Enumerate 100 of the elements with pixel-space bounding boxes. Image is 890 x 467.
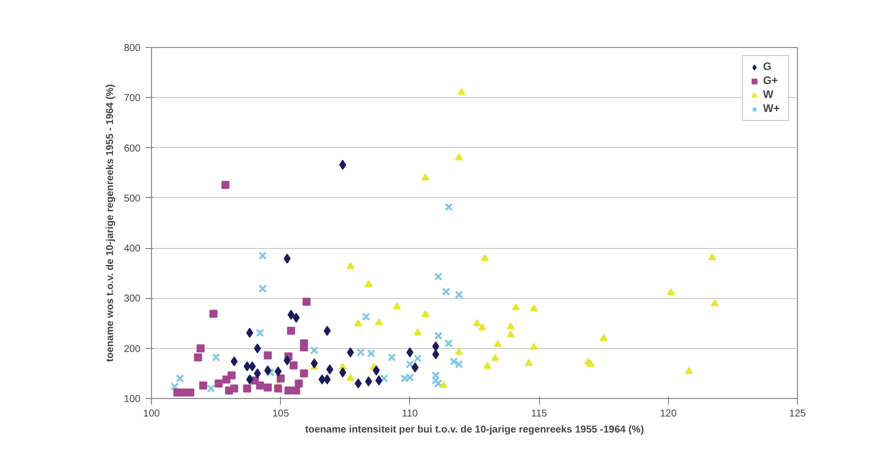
point [248,361,256,372]
point [454,290,464,299]
point [222,375,230,384]
point [300,369,308,378]
point [284,386,292,394]
point [324,374,331,384]
point [458,88,466,96]
point [254,368,261,378]
point [310,358,318,368]
point [710,299,719,306]
y-tick-label: 100 [124,394,141,405]
point [380,374,388,383]
point [214,379,223,388]
point [196,344,205,352]
point [290,361,298,370]
point [310,346,318,355]
legend-label: G+ [763,75,779,87]
point [246,328,254,338]
point [346,262,354,270]
point [246,374,254,384]
x-tick-label: 125 [789,408,806,420]
point [375,375,382,386]
x-tick-label: 115 [531,408,548,420]
point [530,342,538,350]
point [392,302,401,310]
point [478,323,486,330]
point [432,371,440,380]
point [199,381,208,390]
point [324,326,331,336]
point [406,347,414,358]
point [256,328,264,337]
point [413,354,422,363]
point [480,254,489,262]
y-axis-title: toename wos t.o.v. de 10-jarige regenreeks 1955 - 1964 (%) [104,84,116,362]
point [284,355,291,366]
point [421,310,430,318]
y-tick-label: 300 [124,294,141,305]
point [264,351,272,360]
point [346,347,354,358]
point [365,376,372,386]
point [212,353,220,362]
point [243,384,252,392]
point [524,358,533,366]
point [442,288,450,296]
y-tick-label: 500 [124,193,141,204]
point [444,339,453,348]
point [354,319,362,326]
point [284,254,291,264]
point [294,379,303,388]
point [264,383,272,392]
point [288,310,295,320]
point [432,341,440,352]
point [339,160,346,170]
point [372,365,380,376]
point [454,153,463,160]
legend-label: W+ [763,103,781,115]
point [506,330,515,338]
point [434,379,443,388]
point [292,386,300,394]
point [244,361,251,372]
point [364,280,373,288]
point [421,173,430,180]
point [439,380,448,388]
point [483,362,492,369]
point [374,318,383,326]
point [512,303,520,310]
point [412,362,419,372]
point [506,322,515,330]
point [266,368,275,377]
point [258,251,267,260]
point [454,348,463,355]
point [362,312,370,321]
point [274,384,282,392]
point [276,374,285,382]
point [302,298,311,306]
point [230,356,238,366]
point [254,343,261,354]
y-tick-label: 400 [124,244,141,255]
point [586,360,595,367]
point [264,365,272,376]
point [432,349,440,360]
point [600,334,608,341]
point [494,340,502,347]
point [230,384,238,392]
point [300,343,308,352]
point [684,366,693,374]
point [491,354,500,361]
y-tick-label: 200 [124,344,141,355]
point [366,349,376,358]
point [434,332,443,340]
point [176,374,184,383]
y-tick-label: 600 [124,143,141,154]
point [186,388,194,396]
point [210,310,218,318]
point [432,376,440,385]
x-tick-label: 105 [272,408,290,420]
point [274,366,282,376]
x-axis-title: toename intensiteit per bui t.o.v. de 10-jarige regenreeks 1955 -1964 (%) [305,424,644,436]
x-tick-label: 120 [660,408,678,420]
point [356,348,365,357]
